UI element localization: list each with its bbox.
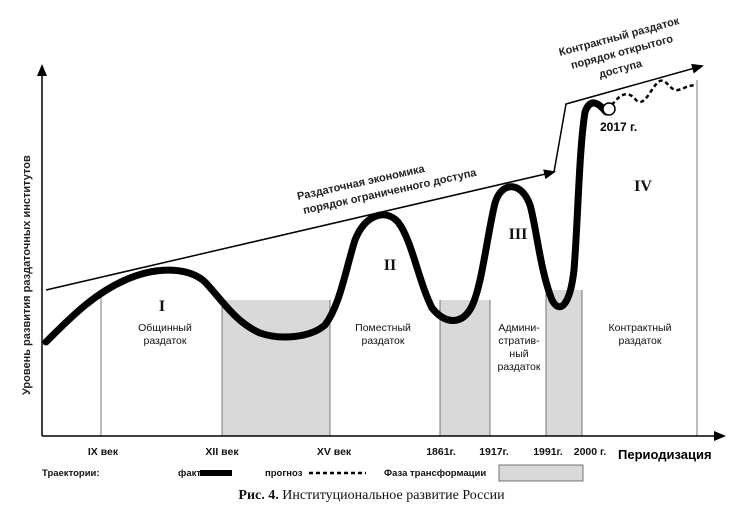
- era-numeral-3: III: [509, 226, 528, 243]
- legend-title: Траектории:: [42, 468, 100, 479]
- figure-caption: Рис. 4. Институциональное развитие Росси…: [0, 488, 743, 504]
- tick-label-1917: 1917г.: [479, 446, 509, 458]
- era-label-2-line1: Поместный: [355, 322, 411, 334]
- tick-label-2000: 2000 г.: [574, 446, 607, 458]
- era-label-3-line1: Админи-: [498, 322, 540, 334]
- era-numeral-1: I: [159, 298, 165, 315]
- caption-prefix: Рис. 4.: [238, 488, 279, 503]
- era-label-3-line2: стратив-: [498, 335, 540, 347]
- period-dividers: [100, 80, 698, 436]
- era-label-1-line1: Общинный: [138, 322, 192, 334]
- era-numeral-2: II: [384, 257, 396, 274]
- tick-label-xii: XII век: [205, 446, 239, 458]
- caption-text: Институциональное развитие России: [278, 488, 505, 503]
- era-label-3-line3: ный: [509, 348, 528, 360]
- tick-label-1861: 1861г.: [426, 446, 456, 458]
- legend-forecast-label: прогноз: [265, 468, 303, 479]
- marker-2017-label: 2017 г.: [600, 120, 637, 134]
- era-label-1-line2: раздаток: [143, 335, 186, 347]
- marker-2017-circle: [602, 102, 616, 116]
- era-numeral-4: IV: [634, 178, 652, 195]
- trend-line-limited-access: [45, 169, 556, 291]
- x-axis-label: Периодизация: [618, 447, 712, 462]
- legend-transformation-label: Фаза трансформации: [384, 468, 486, 479]
- trajectory-forecast: [610, 79, 697, 106]
- trend-line-open-access: [553, 63, 704, 173]
- era-label-4-line2: раздаток: [618, 335, 661, 347]
- transformation-phase-3: [546, 290, 582, 436]
- trajectory-fact: [42, 99, 610, 346]
- era-label-3-line4: раздаток: [497, 361, 540, 373]
- tick-label-xv: XV век: [317, 446, 352, 458]
- tick-label-1991: 1991г.: [533, 446, 563, 458]
- legend-fact-label: факт: [178, 468, 201, 479]
- era-label-2-line2: раздаток: [361, 335, 404, 347]
- y-axis-label: Уровень развития раздаточных институтов: [21, 155, 33, 395]
- era-label-4-line1: Контрактный: [609, 322, 672, 334]
- tick-label-ix: IX век: [88, 446, 119, 458]
- legend-transformation-swatch: [498, 464, 584, 482]
